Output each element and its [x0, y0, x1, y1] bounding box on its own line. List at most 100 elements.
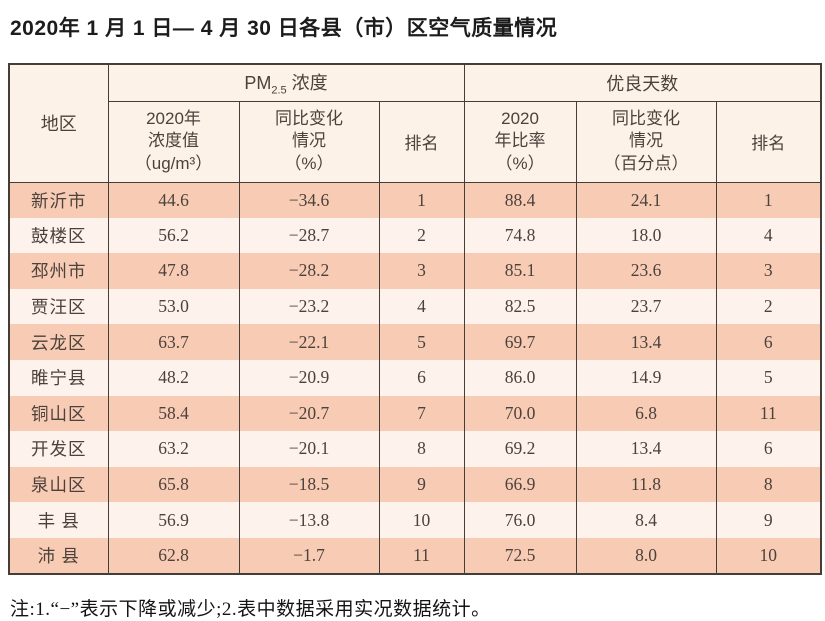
cell-region: 铜山区	[8, 395, 109, 432]
cell-days-change: 13.4	[575, 431, 717, 467]
cell-days-ratio: 72.5	[463, 537, 577, 574]
table-row: 邳州市 47.8 −28.2 3 85.1 23.6 3	[8, 253, 822, 289]
cell-region: 贾汪区	[8, 288, 109, 325]
footnote: 注:1.“−”表示下降或减少;2.表中数据采用实况数据统计。	[10, 598, 491, 620]
cell-region: 邳州市	[8, 253, 109, 289]
cell-pm-change: −20.7	[238, 395, 380, 432]
cell-days-change: 24.1	[575, 182, 717, 218]
cell-pm-concentration: 65.8	[107, 466, 240, 503]
cell-pm-change: −34.6	[238, 182, 380, 218]
cell-pm-rank: 8	[378, 431, 465, 467]
table-row: 云龙区 63.7 −22.1 5 69.7 13.4 6	[8, 324, 822, 360]
header-pm-rank: 排名	[378, 100, 465, 183]
cell-days-ratio: 70.0	[463, 395, 577, 432]
cell-pm-concentration: 63.2	[107, 431, 240, 467]
cell-days-rank: 2	[715, 288, 822, 325]
pm-label-suffix: 浓度	[286, 72, 328, 93]
cell-pm-rank: 10	[378, 502, 465, 538]
cell-pm-change: −28.7	[238, 217, 380, 254]
cell-region: 泉山区	[8, 466, 109, 503]
cell-pm-change: −20.9	[238, 359, 380, 396]
cell-pm-concentration: 48.2	[107, 359, 240, 396]
cell-pm-concentration: 47.8	[107, 253, 240, 289]
cell-days-change: 23.6	[575, 253, 717, 289]
cell-pm-change: −28.2	[238, 253, 380, 289]
header-days-change: 同比变化 情况 （百分点）	[575, 100, 717, 183]
cell-pm-rank: 3	[378, 253, 465, 289]
pm-subscript: 2.5	[271, 84, 287, 97]
cell-region: 新沂市	[8, 182, 109, 218]
table-body: 新沂市 44.6 −34.6 1 88.4 24.1 1 鼓楼区 56.2 −28.7 2 74.8 1…	[8, 182, 822, 574]
cell-pm-change: −20.1	[238, 431, 380, 467]
cell-days-rank: 11	[715, 395, 822, 432]
cell-days-rank: 6	[715, 324, 822, 360]
table-row: 丰 县 56.9 −13.8 10 76.0 8.4 9	[8, 502, 822, 538]
cell-region: 开发区	[8, 431, 109, 467]
cell-days-ratio: 86.0	[463, 359, 577, 396]
cell-pm-concentration: 56.9	[107, 502, 240, 538]
cell-days-rank: 10	[715, 537, 822, 574]
cell-days-change: 14.9	[575, 359, 717, 396]
cell-days-change: 6.8	[575, 395, 717, 432]
cell-days-rank: 9	[715, 502, 822, 538]
table-row: 沛 县 62.8 −1.7 11 72.5 8.0 10	[8, 537, 822, 574]
cell-days-rank: 8	[715, 466, 822, 503]
table-header: 地区 PM2.5 浓度 优良天数 2020年 浓度值 （ug/m³） 同比变化 …	[8, 63, 822, 183]
header-pm-group: PM2.5 浓度	[107, 63, 465, 102]
cell-days-rank: 6	[715, 431, 822, 467]
cell-region: 丰 县	[8, 502, 109, 538]
cell-pm-rank: 5	[378, 324, 465, 360]
cell-pm-change: −18.5	[238, 466, 380, 503]
cell-pm-concentration: 53.0	[107, 288, 240, 325]
cell-days-rank: 5	[715, 359, 822, 396]
table-row: 鼓楼区 56.2 −28.7 2 74.8 18.0 4	[8, 217, 822, 254]
header-group-row: 地区 PM2.5 浓度 优良天数	[8, 63, 822, 183]
pm-label: PM	[244, 72, 272, 93]
cell-pm-rank: 11	[378, 537, 465, 574]
cell-pm-concentration: 63.7	[107, 324, 240, 360]
cell-pm-concentration: 56.2	[107, 217, 240, 254]
cell-days-ratio: 82.5	[463, 288, 577, 325]
cell-pm-rank: 2	[378, 217, 465, 254]
header-concentration: 2020年 浓度值 （ug/m³）	[107, 100, 240, 183]
header-good-days-group: 优良天数	[463, 63, 822, 102]
cell-days-rank: 4	[715, 217, 822, 254]
header-days-rank: 排名	[715, 100, 822, 183]
cell-region: 睢宁县	[8, 359, 109, 396]
cell-pm-concentration: 44.6	[107, 182, 240, 218]
cell-days-change: 18.0	[575, 217, 717, 254]
cell-pm-change: −1.7	[238, 537, 380, 574]
header-sub-row: 2020年 浓度值 （ug/m³） 同比变化 情况 （%） 排名 2020 年比…	[9, 100, 822, 183]
cell-days-ratio: 66.9	[463, 466, 577, 503]
cell-region: 鼓楼区	[8, 217, 109, 254]
air-quality-table: 地区 PM2.5 浓度 优良天数 2020年 浓度值 （ug/m³） 同比变化 …	[8, 63, 823, 575]
cell-days-ratio: 88.4	[463, 182, 577, 218]
header-region: 地区	[8, 63, 109, 183]
cell-pm-rank: 7	[378, 395, 465, 432]
cell-days-ratio: 74.8	[463, 217, 577, 254]
header-pm-change: 同比变化 情况 （%）	[238, 100, 380, 183]
header-ratio: 2020 年比率 （%）	[463, 100, 577, 183]
cell-region: 云龙区	[8, 324, 109, 360]
cell-days-ratio: 69.7	[463, 324, 577, 360]
page-title: 2020年 1 月 1 日— 4 月 30 日各县（市）区空气质量情况	[10, 17, 558, 40]
cell-pm-rank: 1	[378, 182, 465, 218]
cell-pm-concentration: 62.8	[107, 537, 240, 574]
cell-days-change: 11.8	[575, 466, 717, 503]
table-row: 贾汪区 53.0 −23.2 4 82.5 23.7 2	[8, 288, 822, 325]
cell-pm-change: −23.2	[238, 288, 380, 325]
cell-pm-rank: 6	[378, 359, 465, 396]
table-row: 睢宁县 48.2 −20.9 6 86.0 14.9 5	[8, 359, 822, 396]
table-row: 新沂市 44.6 −34.6 1 88.4 24.1 1	[8, 182, 822, 218]
cell-days-ratio: 85.1	[463, 253, 577, 289]
cell-region: 沛 县	[8, 537, 109, 574]
cell-pm-concentration: 58.4	[107, 395, 240, 432]
cell-days-change: 13.4	[575, 324, 717, 360]
cell-pm-change: −22.1	[238, 324, 380, 360]
table-row: 铜山区 58.4 −20.7 7 70.0 6.8 11	[8, 395, 822, 432]
table-row: 泉山区 65.8 −18.5 9 66.9 11.8 8	[8, 466, 822, 503]
cell-pm-rank: 9	[378, 466, 465, 503]
cell-days-change: 8.0	[575, 537, 717, 574]
cell-days-rank: 3	[715, 253, 822, 289]
